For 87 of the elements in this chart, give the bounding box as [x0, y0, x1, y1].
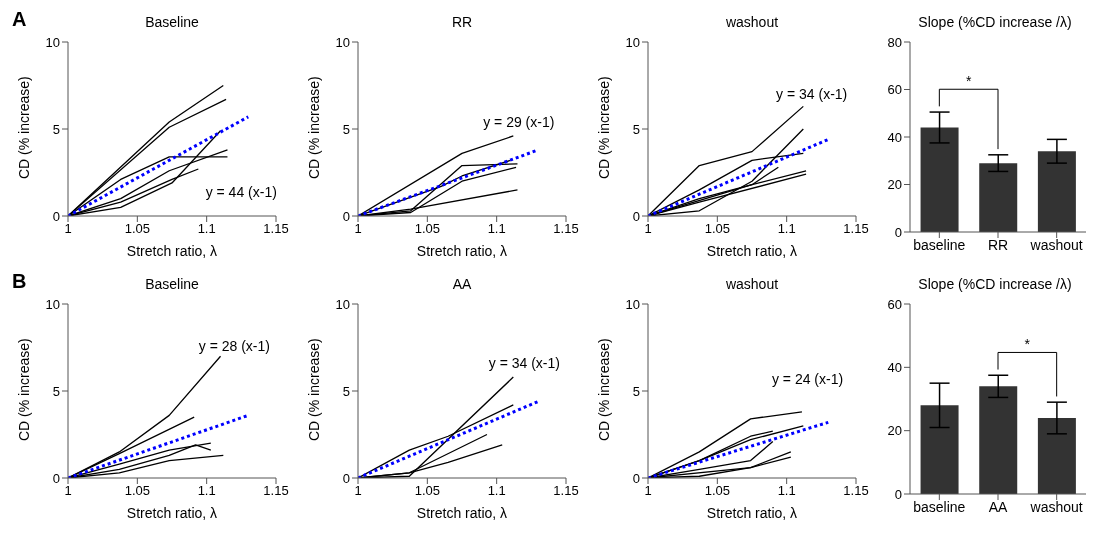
x-tick-label: 1.1 — [777, 483, 796, 499]
chart-title: Slope (%CD increase /λ) — [917, 14, 1073, 32]
annotation: y = 29 (x-1) — [483, 114, 555, 131]
chart-title: washout — [724, 276, 780, 294]
x-tick-label: 1 — [64, 221, 72, 237]
x-tick-label: 1.15 — [553, 483, 579, 499]
y-tick-label: 0 — [52, 470, 60, 486]
y-tick-label: 10 — [625, 34, 640, 50]
y-tick-label: 0 — [342, 208, 350, 224]
chart-title: AA — [451, 276, 473, 294]
y-tick-label: 10 — [45, 296, 60, 312]
y-axis-title: CD (% increase) — [305, 76, 322, 179]
text: B — [12, 270, 27, 293]
y-tick-label: 20 — [887, 423, 902, 439]
x-tick-label: 1.1 — [197, 221, 216, 237]
chart-title: Slope (%CD increase /λ) — [917, 276, 1073, 294]
chart-title: washout — [724, 14, 780, 32]
x-tick-label: 1.05 — [414, 483, 440, 499]
x-tick-label: 1.15 — [843, 483, 869, 499]
x-tick-label: washout — [1029, 498, 1083, 515]
x-axis-title: Stretch ratio, λ — [416, 243, 508, 259]
x-tick-label: 1 — [644, 483, 652, 499]
annotation: y = 28 (x-1) — [198, 337, 270, 354]
x-tick-label: 1.05 — [124, 221, 150, 237]
annotation: * — [965, 73, 972, 90]
annotation: * — [1024, 336, 1031, 353]
y-axis-title: CD (% increase) — [15, 338, 32, 441]
x-tick-label: 1.15 — [263, 483, 289, 499]
x-tick-label: 1.15 — [263, 221, 289, 237]
x-tick-label: 1.05 — [414, 221, 440, 237]
x-tick-label: 1.05 — [704, 221, 730, 237]
y-tick-label: 10 — [45, 34, 60, 50]
x-axis-title: Stretch ratio, λ — [706, 505, 798, 521]
y-tick-label: 10 — [625, 296, 640, 312]
y-tick-label: 80 — [887, 34, 902, 50]
y-tick-label: 10 — [335, 296, 350, 312]
x-tick-label: AA — [988, 498, 1008, 515]
annotation: y = 34 (x-1) — [488, 355, 560, 372]
chart-title: Baseline — [145, 276, 199, 292]
y-tick-label: 0 — [894, 224, 902, 240]
y-tick-label: 0 — [52, 208, 60, 224]
y-axis-title: CD (% increase) — [15, 76, 32, 179]
x-tick-label: 1 — [354, 483, 362, 499]
y-tick-label: 20 — [887, 177, 902, 193]
y-tick-label: 0 — [342, 470, 350, 486]
x-tick-label: 1.1 — [487, 483, 506, 499]
y-tick-label: 40 — [887, 129, 902, 145]
x-tick-label: 1.1 — [777, 221, 796, 237]
x-axis-title: Stretch ratio, λ — [126, 505, 218, 521]
y-tick-label: 5 — [632, 383, 640, 399]
y-axis-title: CD (% increase) — [595, 76, 612, 179]
y-tick-label: 0 — [894, 486, 902, 502]
x-tick-label: 1.15 — [553, 221, 579, 237]
y-tick-label: 5 — [52, 121, 60, 137]
y-axis-title: CD (% increase) — [595, 338, 612, 441]
annotation: y = 44 (x-1) — [205, 183, 277, 200]
x-tick-label: 1 — [644, 221, 652, 237]
text: A — [12, 8, 27, 31]
chart-title: RR — [450, 14, 474, 32]
y-tick-label: 5 — [342, 383, 350, 399]
y-tick-label: 5 — [342, 121, 350, 137]
y-axis-title: CD (% increase) — [305, 338, 322, 441]
y-tick-label: 0 — [632, 208, 640, 224]
annotation: y = 24 (x-1) — [771, 370, 844, 387]
x-tick-label: RR — [987, 236, 1009, 253]
annotation: y = 34 (x-1) — [776, 86, 848, 103]
y-tick-label: 0 — [632, 470, 640, 486]
x-tick-label: 1.1 — [487, 221, 506, 237]
y-tick-label: 5 — [632, 121, 640, 137]
x-tick-label: 1.05 — [704, 483, 730, 499]
x-axis-title: Stretch ratio, λ — [706, 243, 798, 259]
x-tick-label: washout — [1029, 236, 1083, 253]
x-tick-label: baseline — [913, 498, 966, 515]
x-axis-title: Stretch ratio, λ — [126, 243, 218, 259]
x-tick-label: baseline — [913, 236, 966, 253]
y-tick-label: 60 — [887, 296, 902, 312]
y-tick-label: 10 — [335, 34, 350, 50]
x-tick-label: 1.1 — [197, 483, 216, 499]
y-tick-label: 60 — [887, 82, 902, 98]
y-tick-label: 5 — [52, 383, 60, 399]
x-tick-label: 1 — [354, 221, 362, 237]
chart-title: Baseline — [145, 14, 199, 30]
x-tick-label: 1.05 — [124, 483, 150, 499]
x-tick-label: 1.15 — [843, 221, 869, 237]
x-axis-title: Stretch ratio, λ — [416, 505, 508, 521]
y-tick-label: 40 — [887, 359, 902, 375]
x-tick-label: 1 — [64, 483, 72, 499]
